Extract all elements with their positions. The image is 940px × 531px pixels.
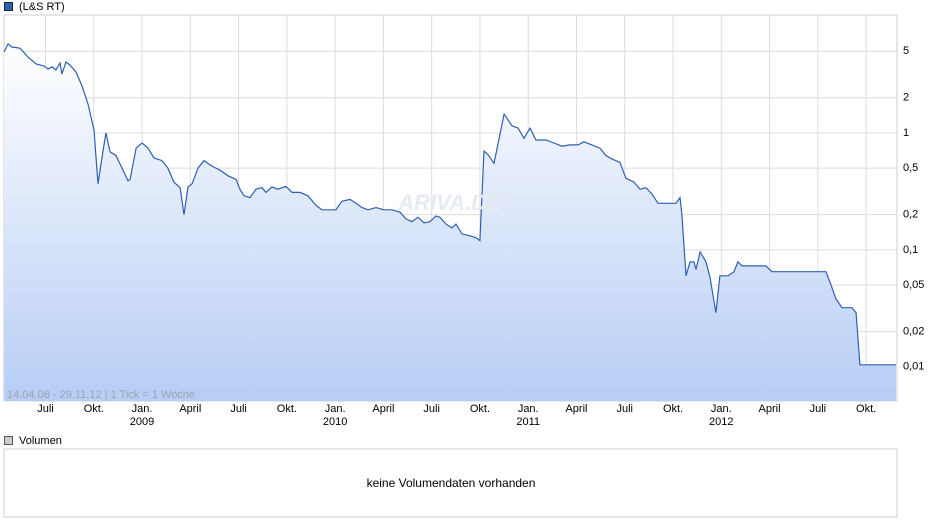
x-tick-label: Okt. bbox=[277, 403, 297, 415]
volume-swatch bbox=[4, 436, 13, 445]
x-tick-label: Juli bbox=[616, 403, 633, 415]
price-line bbox=[3, 42, 896, 366]
x-tick-label: Jan. bbox=[132, 403, 153, 415]
x-tick-label: April bbox=[179, 403, 201, 415]
legend-label: (L&S RT) bbox=[19, 1, 65, 13]
x-tick-label: Okt. bbox=[856, 403, 876, 415]
x-year-label: 2010 bbox=[323, 416, 347, 428]
x-tick-label: April bbox=[759, 403, 781, 415]
x-year-label: 2012 bbox=[709, 416, 733, 428]
x-tick-label: Juli bbox=[37, 403, 54, 415]
y-tick-label: 0,02 bbox=[903, 326, 924, 338]
x-tick-label: Jan. bbox=[711, 403, 732, 415]
x-tick-label: Okt. bbox=[470, 403, 490, 415]
y-tick-label: 0,2 bbox=[903, 209, 918, 221]
x-tick-label: Okt. bbox=[84, 403, 104, 415]
area-fill bbox=[4, 43, 896, 402]
y-tick-label: 1 bbox=[903, 127, 909, 139]
x-tick-label: April bbox=[372, 403, 394, 415]
y-tick-label: 0,05 bbox=[903, 279, 924, 291]
y-tick-label: 0,01 bbox=[903, 361, 924, 373]
y-tick-label: 2 bbox=[903, 92, 909, 104]
x-tick-label: Juli bbox=[230, 403, 247, 415]
x-tick-label: Okt. bbox=[663, 403, 683, 415]
x-year-label: 2009 bbox=[130, 416, 154, 428]
legend-swatch bbox=[4, 2, 13, 11]
x-tick-label: Jan. bbox=[518, 403, 539, 415]
x-tick-label: Juli bbox=[423, 403, 440, 415]
y-tick-label: 5 bbox=[903, 45, 909, 57]
volume-panel bbox=[3, 448, 898, 518]
x-tick-label: Jan. bbox=[325, 403, 346, 415]
volume-title: Volumen bbox=[19, 435, 62, 447]
volume-note: keine Volumendaten vorhanden bbox=[367, 476, 536, 490]
watermark: ARIVA.DE bbox=[397, 190, 503, 215]
x-tick-label: Juli bbox=[810, 403, 827, 415]
x-year-label: 2011 bbox=[516, 416, 540, 428]
period-note: 14.04.08 - 29.11.12 | 1 Tick = 1 Woche bbox=[7, 389, 195, 401]
x-tick-label: April bbox=[565, 403, 587, 415]
y-tick-label: 0,1 bbox=[903, 244, 918, 256]
y-tick-label: 0,5 bbox=[903, 162, 918, 174]
